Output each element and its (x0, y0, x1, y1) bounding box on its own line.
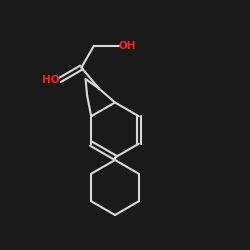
Text: OH: OH (119, 41, 136, 51)
Text: HO: HO (42, 75, 60, 85)
